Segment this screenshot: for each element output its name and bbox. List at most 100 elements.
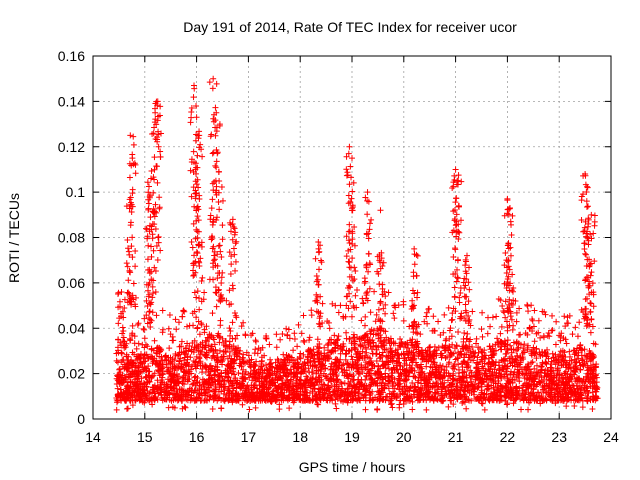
data-point	[328, 360, 335, 367]
data-point	[489, 343, 496, 350]
data-point	[441, 311, 448, 318]
data-point	[298, 330, 305, 337]
data-point	[203, 323, 210, 330]
data-point	[461, 399, 468, 406]
data-point	[170, 337, 177, 344]
data-point	[524, 302, 531, 309]
data-point	[519, 384, 526, 391]
data-point	[181, 308, 188, 315]
data-point	[266, 341, 273, 348]
data-point	[478, 326, 485, 333]
data-point	[463, 405, 470, 412]
data-point	[571, 403, 578, 410]
data-point	[563, 403, 570, 410]
data-point	[390, 310, 397, 317]
data-point	[165, 404, 172, 411]
data-point	[499, 302, 506, 309]
data-point	[317, 367, 324, 374]
data-point	[234, 332, 241, 339]
data-point	[279, 330, 286, 337]
data-point	[441, 347, 448, 354]
data-point	[305, 354, 312, 361]
data-point	[220, 395, 227, 402]
data-point	[575, 355, 582, 362]
data-point	[497, 388, 504, 395]
data-point	[309, 376, 316, 383]
data-point	[382, 301, 389, 308]
data-point	[439, 363, 446, 370]
data-point	[518, 406, 525, 413]
data-point	[380, 396, 387, 403]
data-point	[144, 343, 151, 350]
data-point	[462, 301, 469, 308]
data-point	[335, 333, 342, 340]
data-point	[306, 337, 313, 344]
data-point	[211, 388, 218, 395]
data-point	[129, 349, 136, 356]
data-point	[258, 358, 265, 365]
data-point	[118, 350, 125, 357]
data-point	[445, 304, 452, 311]
data-point	[446, 359, 453, 366]
data-point	[530, 323, 537, 330]
data-point	[297, 350, 304, 357]
data-point	[196, 306, 203, 313]
data-point	[331, 332, 338, 339]
data-point	[226, 341, 233, 348]
data-point	[395, 370, 402, 377]
data-point	[557, 337, 564, 344]
data-point	[463, 344, 470, 351]
data-point	[215, 286, 222, 293]
data-point	[578, 346, 585, 353]
data-point	[450, 376, 457, 383]
data-points	[113, 75, 601, 413]
data-point	[579, 404, 586, 411]
data-point	[214, 350, 221, 357]
data-point	[285, 353, 292, 360]
data-point	[359, 391, 366, 398]
data-point	[507, 342, 514, 349]
data-point	[286, 405, 293, 412]
data-point	[574, 333, 581, 340]
data-point	[140, 379, 147, 386]
data-point	[478, 365, 485, 372]
data-point	[253, 358, 260, 365]
data-point	[183, 323, 190, 330]
data-point	[322, 365, 329, 372]
data-point	[587, 365, 594, 372]
data-point	[479, 333, 486, 340]
data-point	[301, 339, 308, 346]
data-point	[216, 339, 223, 346]
data-point	[480, 395, 487, 402]
data-point	[226, 325, 233, 332]
data-point	[563, 340, 570, 347]
data-point	[526, 393, 533, 400]
data-point	[364, 354, 371, 361]
data-point	[560, 352, 567, 359]
data-point	[310, 346, 317, 353]
data-point	[175, 319, 182, 326]
data-point	[503, 401, 510, 408]
data-point	[366, 389, 373, 396]
data-point	[445, 403, 452, 410]
data-point	[164, 364, 171, 371]
data-point	[246, 406, 253, 413]
data-point	[341, 380, 348, 387]
data-point	[140, 325, 147, 332]
data-point	[192, 365, 199, 372]
data-point	[479, 400, 486, 407]
data-point	[400, 366, 407, 373]
data-point	[313, 378, 320, 385]
data-point	[392, 366, 399, 373]
data-point	[537, 334, 544, 341]
data-point	[216, 394, 223, 401]
data-point	[275, 374, 282, 381]
data-point	[333, 405, 340, 412]
data-point	[146, 390, 153, 397]
data-point	[183, 396, 190, 403]
data-point	[538, 367, 545, 374]
data-point	[290, 347, 297, 354]
data-point	[177, 355, 184, 362]
data-point	[319, 300, 326, 307]
